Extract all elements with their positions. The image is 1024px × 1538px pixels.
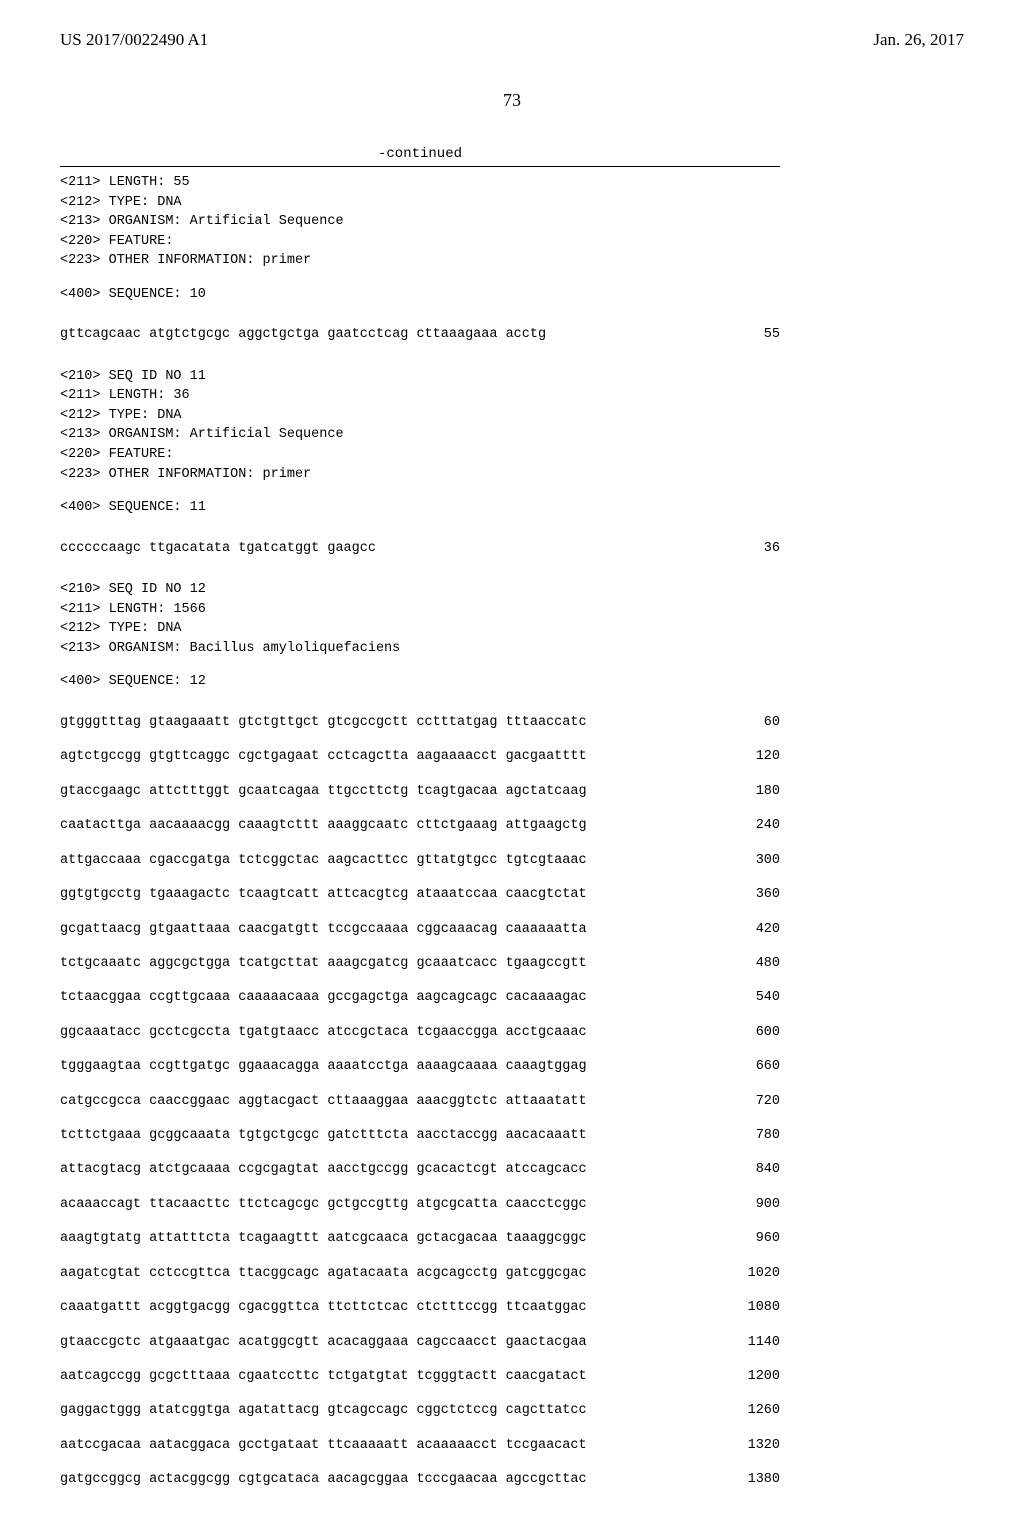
sequence-label-12: <400> SEQUENCE: 12 (60, 672, 780, 692)
sequence-text: agtctgccgg gtgttcaggc cgctgagaat cctcagc… (60, 740, 587, 774)
sequence-position: 900 (720, 1188, 780, 1222)
publication-date: Jan. 26, 2017 (873, 30, 964, 50)
sequence-row: tctgcaaatc aggcgctgga tcatgcttat aaagcga… (60, 947, 780, 981)
sequence-row: aatccgacaa aatacggaca gcctgataat ttcaaaa… (60, 1429, 780, 1463)
sequence-row: gtaaccgctc atgaaatgac acatggcgtt acacagg… (60, 1326, 780, 1360)
sequence-text: aatcagccgg gcgctttaaa cgaatccttc tctgatg… (60, 1360, 587, 1394)
sequence-position: 780 (720, 1119, 780, 1153)
page-header: US 2017/0022490 A1 Jan. 26, 2017 (60, 30, 964, 50)
sequence-position: 420 (720, 913, 780, 947)
sequence-position: 360 (720, 878, 780, 912)
sequence-position: 960 (720, 1222, 780, 1256)
sequence-row: tgggaagtaa ccgttgatgc ggaaacagga aaaatcc… (60, 1050, 780, 1084)
sequence-position: 1200 (720, 1360, 780, 1394)
sequence-text: acaaaccagt ttacaacttc ttctcagcgc gctgccg… (60, 1188, 587, 1222)
sequence-text: caatacttga aacaaaacgg caaagtcttt aaaggca… (60, 809, 587, 843)
sequence-text: ggcaaatacc gcctcgccta tgatgtaacc atccgct… (60, 1016, 587, 1050)
sequence-12-rows: gtgggtttag gtaagaaatt gtctgttgct gtcgccg… (60, 706, 780, 1498)
sequence-label-10: <400> SEQUENCE: 10 (60, 285, 780, 305)
sequence-text: gaggactggg atatcggtga agatattacg gtcagcc… (60, 1394, 587, 1428)
sequence-text: attacgtacg atctgcaaaa ccgcgagtat aacctgc… (60, 1153, 587, 1187)
sequence-text: aatccgacaa aatacggaca gcctgataat ttcaaaa… (60, 1429, 587, 1463)
sequence-position: 120 (720, 740, 780, 774)
sequence-text: tctaacggaa ccgttgcaaa caaaaacaaa gccgagc… (60, 981, 587, 1015)
sequence-position: 660 (720, 1050, 780, 1084)
sequence-row: attacgtacg atctgcaaaa ccgcgagtat aacctgc… (60, 1153, 780, 1187)
publication-number: US 2017/0022490 A1 (60, 30, 208, 50)
sequence-row: gatgccggcg actacggcgg cgtgcataca aacagcg… (60, 1463, 780, 1497)
sequence-row: aaagtgtatg attatttcta tcagaagttt aatcgca… (60, 1222, 780, 1256)
sequence-row: gtgggtttag gtaagaaatt gtctgttgct gtcgccg… (60, 706, 780, 740)
sequence-text: gttcagcaac atgtctgcgc aggctgctga gaatcct… (60, 318, 546, 352)
page-number: 73 (60, 90, 964, 111)
sequence-row: ccccccaagc ttgacatata tgatcatggt gaagcc … (60, 532, 780, 566)
sequence-text: ccccccaagc ttgacatata tgatcatggt gaagcc (60, 532, 376, 566)
sequence-row: caatacttga aacaaaacgg caaagtcttt aaaggca… (60, 809, 780, 843)
sequence-row: gtaccgaagc attctttggt gcaatcagaa ttgcctt… (60, 775, 780, 809)
sequence-position: 1140 (720, 1326, 780, 1360)
sequence-text: catgccgcca caaccggaac aggtacgact cttaaag… (60, 1085, 587, 1119)
sequence-position: 1380 (720, 1463, 780, 1497)
sequence-row: tcttctgaaa gcggcaaata tgtgctgcgc gatcttt… (60, 1119, 780, 1153)
sequence-row: ggcaaatacc gcctcgccta tgatgtaacc atccgct… (60, 1016, 780, 1050)
sequence-text: gtgggtttag gtaagaaatt gtctgttgct gtcgccg… (60, 706, 587, 740)
sequence-text: tctgcaaatc aggcgctgga tcatgcttat aaagcga… (60, 947, 587, 981)
sequence-text: ggtgtgcctg tgaaagactc tcaagtcatt attcacg… (60, 878, 587, 912)
sequence-text: gatgccggcg actacggcgg cgtgcataca aacagcg… (60, 1463, 587, 1497)
sequence-position: 480 (720, 947, 780, 981)
sequence-text: aagatcgtat cctccgttca ttacggcagc agataca… (60, 1257, 587, 1291)
sequence-row: aatcagccgg gcgctttaaa cgaatccttc tctgatg… (60, 1360, 780, 1394)
sequence-position: 60 (720, 706, 780, 740)
sequence-position: 1020 (720, 1257, 780, 1291)
sequence-position: 180 (720, 775, 780, 809)
sequence-row: acaaaccagt ttacaacttc ttctcagcgc gctgccg… (60, 1188, 780, 1222)
sequence-row: aagatcgtat cctccgttca ttacggcagc agataca… (60, 1257, 780, 1291)
sequence-row: gcgattaacg gtgaattaaa caacgatgtt tccgcca… (60, 913, 780, 947)
sequence-position: 240 (720, 809, 780, 843)
sequence-position: 36 (720, 532, 780, 566)
continued-label: -continued (60, 146, 780, 162)
sequence-text: aaagtgtatg attatttcta tcagaagttt aatcgca… (60, 1222, 587, 1256)
sequence-text: tcttctgaaa gcggcaaata tgtgctgcgc gatcttt… (60, 1119, 587, 1153)
sequence-position: 55 (720, 318, 780, 352)
sequence-position: 600 (720, 1016, 780, 1050)
sequence-position: 300 (720, 844, 780, 878)
sequence-label-11: <400> SEQUENCE: 11 (60, 498, 780, 518)
sequence-position: 720 (720, 1085, 780, 1119)
top-rule (60, 166, 780, 167)
sequence-row: attgaccaaa cgaccgatga tctcggctac aagcact… (60, 844, 780, 878)
sequence-row: caaatgattt acggtgacgg cgacggttca ttcttct… (60, 1291, 780, 1325)
sequence-row: gttcagcaac atgtctgcgc aggctgctga gaatcct… (60, 318, 780, 352)
sequence-text: gcgattaacg gtgaattaaa caacgatgtt tccgcca… (60, 913, 587, 947)
meta-block-3: <210> SEQ ID NO 12 <211> LENGTH: 1566 <2… (60, 580, 780, 658)
sequence-row: tctaacggaa ccgttgcaaa caaaaacaaa gccgagc… (60, 981, 780, 1015)
sequence-text: gtaccgaagc attctttggt gcaatcagaa ttgcctt… (60, 775, 587, 809)
sequence-row: gaggactggg atatcggtga agatattacg gtcagcc… (60, 1394, 780, 1428)
sequence-position: 1260 (720, 1394, 780, 1428)
sequence-text: tgggaagtaa ccgttgatgc ggaaacagga aaaatcc… (60, 1050, 587, 1084)
sequence-text: caaatgattt acggtgacgg cgacggttca ttcttct… (60, 1291, 587, 1325)
sequence-position: 1320 (720, 1429, 780, 1463)
sequence-text: gtaaccgctc atgaaatgac acatggcgtt acacagg… (60, 1326, 587, 1360)
meta-block-1: <211> LENGTH: 55 <212> TYPE: DNA <213> O… (60, 173, 780, 271)
sequence-position: 540 (720, 981, 780, 1015)
sequence-row: ggtgtgcctg tgaaagactc tcaagtcatt attcacg… (60, 878, 780, 912)
sequence-text: attgaccaaa cgaccgatga tctcggctac aagcact… (60, 844, 587, 878)
meta-block-2: <210> SEQ ID NO 11 <211> LENGTH: 36 <212… (60, 367, 780, 484)
sequence-position: 840 (720, 1153, 780, 1187)
sequence-row: catgccgcca caaccggaac aggtacgact cttaaag… (60, 1085, 780, 1119)
sequence-row: agtctgccgg gtgttcaggc cgctgagaat cctcagc… (60, 740, 780, 774)
sequence-position: 1080 (720, 1291, 780, 1325)
